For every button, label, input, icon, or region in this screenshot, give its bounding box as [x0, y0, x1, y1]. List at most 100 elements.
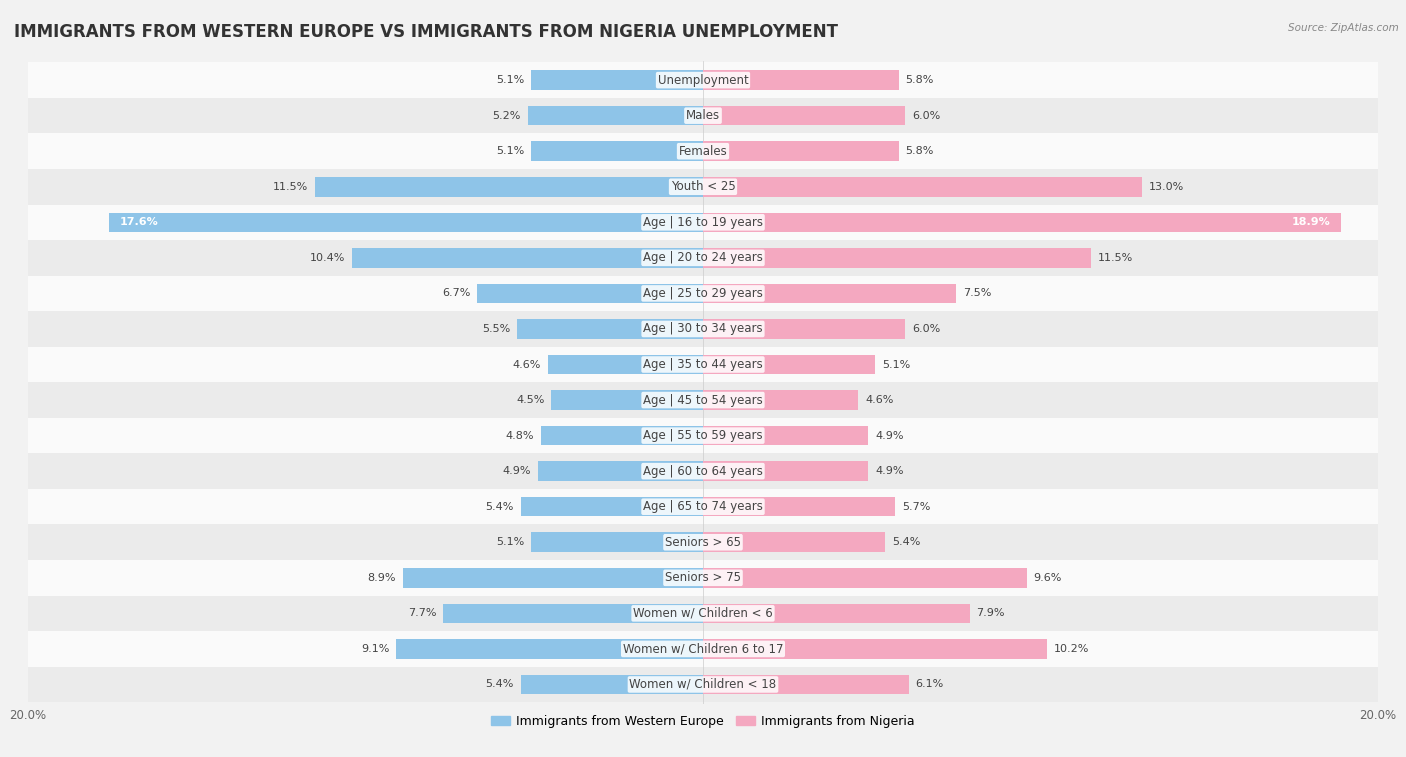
- Bar: [703, 248, 1091, 268]
- Text: 18.9%: 18.9%: [1292, 217, 1330, 227]
- Text: 5.1%: 5.1%: [496, 146, 524, 156]
- Text: Source: ZipAtlas.com: Source: ZipAtlas.com: [1288, 23, 1399, 33]
- Text: 7.7%: 7.7%: [408, 609, 436, 618]
- Text: Males: Males: [686, 109, 720, 122]
- Bar: [28, 347, 1378, 382]
- Text: 13.0%: 13.0%: [1149, 182, 1184, 192]
- Text: 8.9%: 8.9%: [367, 573, 396, 583]
- Bar: [28, 667, 1378, 702]
- Text: 6.0%: 6.0%: [912, 111, 941, 120]
- Text: Women w/ Children < 6: Women w/ Children < 6: [633, 607, 773, 620]
- Text: 5.1%: 5.1%: [882, 360, 910, 369]
- Bar: [28, 489, 1378, 525]
- Text: Youth < 25: Youth < 25: [671, 180, 735, 193]
- Bar: [531, 532, 703, 552]
- Bar: [548, 355, 703, 374]
- Text: 5.4%: 5.4%: [485, 502, 515, 512]
- Bar: [402, 568, 703, 587]
- Bar: [703, 568, 1026, 587]
- Text: 4.6%: 4.6%: [513, 360, 541, 369]
- Text: 7.5%: 7.5%: [963, 288, 991, 298]
- Text: 6.7%: 6.7%: [441, 288, 470, 298]
- Text: Age | 65 to 74 years: Age | 65 to 74 years: [643, 500, 763, 513]
- Bar: [477, 284, 703, 304]
- Bar: [531, 142, 703, 161]
- Bar: [28, 276, 1378, 311]
- Bar: [28, 560, 1378, 596]
- Bar: [703, 177, 1142, 197]
- Text: Age | 60 to 64 years: Age | 60 to 64 years: [643, 465, 763, 478]
- Text: 9.6%: 9.6%: [1033, 573, 1062, 583]
- Bar: [28, 418, 1378, 453]
- Text: Women w/ Children < 18: Women w/ Children < 18: [630, 678, 776, 691]
- Bar: [28, 98, 1378, 133]
- Bar: [531, 70, 703, 90]
- Text: Unemployment: Unemployment: [658, 73, 748, 86]
- Bar: [28, 311, 1378, 347]
- Bar: [443, 603, 703, 623]
- Bar: [28, 382, 1378, 418]
- Text: 4.9%: 4.9%: [502, 466, 531, 476]
- Bar: [28, 453, 1378, 489]
- Text: Age | 30 to 34 years: Age | 30 to 34 years: [643, 322, 763, 335]
- Bar: [28, 596, 1378, 631]
- Bar: [703, 70, 898, 90]
- Text: Age | 25 to 29 years: Age | 25 to 29 years: [643, 287, 763, 300]
- Bar: [520, 674, 703, 694]
- Bar: [703, 213, 1341, 232]
- Bar: [703, 426, 869, 445]
- Text: 10.2%: 10.2%: [1054, 644, 1090, 654]
- Bar: [703, 391, 858, 410]
- Bar: [28, 240, 1378, 276]
- Bar: [537, 461, 703, 481]
- Text: 4.9%: 4.9%: [875, 431, 904, 441]
- Text: 17.6%: 17.6%: [120, 217, 157, 227]
- Text: 4.6%: 4.6%: [865, 395, 893, 405]
- Text: 5.2%: 5.2%: [492, 111, 520, 120]
- Text: Age | 35 to 44 years: Age | 35 to 44 years: [643, 358, 763, 371]
- Bar: [703, 461, 869, 481]
- Text: 5.5%: 5.5%: [482, 324, 510, 334]
- Bar: [352, 248, 703, 268]
- Text: Seniors > 75: Seniors > 75: [665, 572, 741, 584]
- Bar: [551, 391, 703, 410]
- Text: 4.9%: 4.9%: [875, 466, 904, 476]
- Bar: [527, 106, 703, 126]
- Text: 5.4%: 5.4%: [891, 537, 921, 547]
- Text: 11.5%: 11.5%: [1098, 253, 1133, 263]
- Bar: [703, 284, 956, 304]
- Text: 11.5%: 11.5%: [273, 182, 308, 192]
- Text: 5.7%: 5.7%: [903, 502, 931, 512]
- Bar: [703, 142, 898, 161]
- Text: 9.1%: 9.1%: [361, 644, 389, 654]
- Text: 5.8%: 5.8%: [905, 75, 934, 85]
- Bar: [28, 631, 1378, 667]
- Text: Females: Females: [679, 145, 727, 157]
- Bar: [396, 639, 703, 659]
- Text: 5.1%: 5.1%: [496, 537, 524, 547]
- Text: Seniors > 65: Seniors > 65: [665, 536, 741, 549]
- Bar: [28, 62, 1378, 98]
- Text: 10.4%: 10.4%: [309, 253, 346, 263]
- Bar: [703, 497, 896, 516]
- Text: 5.4%: 5.4%: [485, 680, 515, 690]
- Text: 5.1%: 5.1%: [496, 75, 524, 85]
- Text: Age | 20 to 24 years: Age | 20 to 24 years: [643, 251, 763, 264]
- Text: 7.9%: 7.9%: [976, 609, 1005, 618]
- Bar: [517, 319, 703, 338]
- Bar: [703, 603, 970, 623]
- Text: Age | 16 to 19 years: Age | 16 to 19 years: [643, 216, 763, 229]
- Bar: [28, 525, 1378, 560]
- Bar: [703, 639, 1047, 659]
- Bar: [28, 204, 1378, 240]
- Bar: [541, 426, 703, 445]
- Text: 4.5%: 4.5%: [516, 395, 544, 405]
- Bar: [110, 213, 703, 232]
- Text: Women w/ Children 6 to 17: Women w/ Children 6 to 17: [623, 643, 783, 656]
- Bar: [703, 106, 905, 126]
- Bar: [703, 532, 886, 552]
- Text: 6.0%: 6.0%: [912, 324, 941, 334]
- Bar: [28, 133, 1378, 169]
- Text: 6.1%: 6.1%: [915, 680, 943, 690]
- Bar: [703, 674, 908, 694]
